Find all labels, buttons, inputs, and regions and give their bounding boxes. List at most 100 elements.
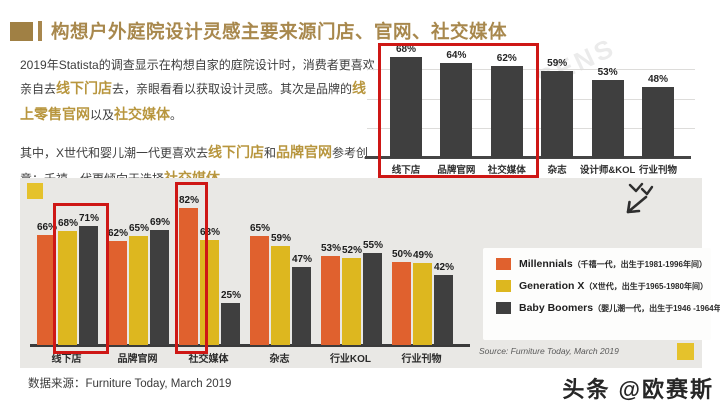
category-label: 社交媒体	[188, 354, 229, 365]
bar-value-label: 47%	[291, 253, 312, 265]
bar-value-label: 52%	[341, 245, 362, 257]
bar-value-label: 71%	[78, 213, 99, 225]
bar-value-label: 53%	[320, 243, 341, 255]
legend-swatch	[496, 302, 511, 314]
bar-Baby Boomers	[221, 303, 240, 345]
body-text: 去，亲眼看看以获取设计灵感。其次是品牌的	[112, 82, 353, 97]
bar-Generation X	[129, 236, 148, 345]
bar-Generation X	[200, 239, 219, 345]
bar-Millennials	[392, 261, 411, 345]
bar-value-label: 68%	[57, 218, 78, 230]
body-text: 和	[264, 145, 277, 160]
bar-Millennials	[37, 234, 56, 345]
data-source-footer: 数据来源：Furniture Today, March 2019	[28, 378, 232, 390]
bar-设计师&KOL	[591, 79, 624, 158]
title-bullet-square	[10, 21, 33, 41]
legend-swatch	[496, 258, 511, 270]
bar-value-label: 65%	[128, 223, 149, 235]
bar-Generation X	[58, 231, 77, 345]
toutiao-watermark: 头条 @欧赛斯	[562, 377, 714, 402]
generation-chart-panel: 66% 68% 71% 线下店 62% 65% 69% 品牌官网 82% 63% 25% 社交媒体 65…	[20, 178, 720, 368]
bar-Baby Boomers	[79, 226, 98, 345]
intro-paragraph: 2019年Statista的调查显示在构想自家的庭院设计时，消费者更喜欢亲自去线…	[20, 54, 378, 128]
bar-线下店	[390, 57, 422, 158]
panel-decoration-square-right	[677, 343, 694, 360]
bar-Millennials	[108, 241, 127, 345]
bar-value-label: 62%	[496, 53, 517, 65]
bar-品牌官网	[440, 63, 473, 158]
bar-value-label: 69%	[149, 216, 170, 228]
bar-Baby Boomers	[363, 253, 382, 345]
gridline	[367, 128, 695, 130]
bar-value-label: 25%	[220, 290, 241, 302]
bar-Millennials	[179, 208, 198, 345]
legend-item: Millennials （千禧一代，出生于1981-1996年间）	[496, 258, 711, 270]
bar-行业刊物	[642, 86, 674, 158]
body-text: 2019年Statista的调查显示在构想自家的庭院设计时，消费者更喜欢亲自去	[20, 58, 375, 97]
x-axis-line	[30, 344, 470, 347]
bar-Baby Boomers	[292, 266, 311, 345]
category-label: 设计师&KOL	[579, 165, 636, 176]
bar-Millennials	[250, 236, 269, 345]
legend-item: Generation X （X世代，出生于1965-1980年间）	[496, 280, 711, 292]
legend-series-name: Generation X	[519, 280, 585, 292]
legend-series-detail: （婴儿潮一代，出生于1946 -1964年间）	[593, 303, 720, 313]
legend-series-detail: （X世代，出生于1965-1980年间）	[584, 281, 708, 291]
legend-swatch	[496, 280, 511, 292]
bar-Baby Boomers	[434, 274, 453, 345]
bar-value-label: 55%	[362, 240, 383, 252]
bar-Millennials	[321, 256, 340, 345]
bar-value-label: 50%	[391, 248, 412, 260]
page-title: 构想户外庭院设计灵感主要来源门店、官网、社交媒体	[51, 21, 508, 42]
bar-value-label: 64%	[446, 50, 467, 62]
category-label: 品牌官网	[117, 354, 158, 365]
bar-Generation X	[342, 258, 361, 345]
body-text: 。	[170, 108, 183, 123]
overall-sources-bar-chart: 68% 线下店 64% 品牌官网 62% 社交媒体 59% 杂志 53% 设计师&KOL 48% 行业…	[365, 43, 700, 179]
bar-Generation X	[413, 263, 432, 345]
x-axis-line	[365, 156, 691, 159]
legend-series-detail: （千禧一代，出生于1981-1996年间）	[572, 259, 707, 269]
category-label: 行业刊物	[401, 354, 442, 365]
bar-Baby Boomers	[150, 229, 169, 345]
bar-value-label: 48%	[647, 73, 668, 85]
legend-series-name: Millennials	[519, 258, 573, 270]
highlighted-term: 线下门店	[56, 80, 113, 97]
bar-value-label: 49%	[412, 250, 433, 262]
chart-legend: Millennials （千禧一代，出生于1981-1996年间） Generat…	[483, 248, 720, 340]
arrow-down-left-doodle-icon	[626, 182, 654, 214]
category-label: 行业KOL	[329, 354, 372, 365]
highlighted-term: 社交媒体	[114, 106, 171, 123]
panel-decoration-square-left	[27, 183, 43, 199]
bar-value-label: 53%	[597, 66, 618, 78]
category-label: 线下店	[391, 165, 421, 176]
legend-item: Baby Boomers （婴儿潮一代，出生于1946 -1964年间）	[496, 302, 720, 314]
bar-value-label: 63%	[199, 226, 220, 238]
bar-value-label: 62%	[107, 228, 128, 240]
title-row: 构想户外庭院设计灵感主要来源门店、官网、社交媒体	[10, 18, 507, 44]
body-text: 其中，X世代和婴儿潮一代更喜欢去	[20, 145, 209, 160]
bar-value-label: 68%	[395, 44, 416, 56]
bar-value-label: 59%	[270, 233, 291, 245]
bar-社交媒体	[490, 66, 523, 158]
bar-value-label: 65%	[249, 223, 270, 235]
category-label: 行业刊物	[638, 165, 677, 176]
bar-value-label: 42%	[433, 261, 454, 273]
category-label: 杂志	[269, 354, 290, 365]
body-text: 以及	[90, 108, 115, 123]
category-label: 线下店	[51, 354, 82, 365]
title-bullet-bar	[38, 21, 42, 41]
highlighted-term: 品牌官网	[276, 143, 333, 160]
gridline	[367, 98, 695, 100]
bar-value-label: 82%	[178, 195, 199, 207]
legend-series-name: Baby Boomers	[519, 302, 594, 314]
category-label: 品牌官网	[437, 165, 476, 176]
bar-杂志	[541, 70, 574, 158]
gridline	[367, 69, 695, 71]
highlighted-term: 线下门店	[208, 143, 265, 160]
bar-value-label: 59%	[547, 57, 568, 69]
chart-source: Source: Furniture Today, March 2019	[479, 346, 619, 356]
category-label: 社交媒体	[487, 165, 526, 176]
category-label: 杂志	[547, 165, 567, 176]
